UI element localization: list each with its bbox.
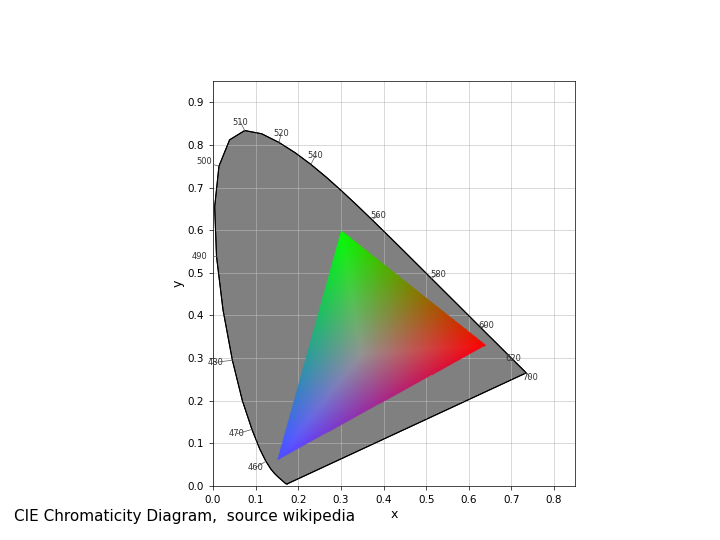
- Text: 500: 500: [196, 158, 212, 166]
- Text: 490: 490: [192, 252, 207, 261]
- Text: 510: 510: [233, 118, 248, 126]
- Y-axis label: y: y: [171, 280, 185, 287]
- Text: 520: 520: [273, 130, 289, 138]
- Text: 620: 620: [505, 354, 521, 363]
- Polygon shape: [215, 131, 526, 484]
- Text: 470: 470: [229, 429, 245, 438]
- Text: 560: 560: [371, 211, 387, 220]
- Text: 700: 700: [523, 373, 539, 382]
- Text: CIE Chromaticity Diagram,  source wikipedia: CIE Chromaticity Diagram, source wikiped…: [14, 509, 356, 524]
- Text: 540: 540: [307, 151, 323, 160]
- Text: 600: 600: [479, 321, 495, 329]
- Text: 480: 480: [207, 358, 223, 367]
- Text: ⛬UCL: ⛬UCL: [625, 23, 702, 51]
- Text: 580: 580: [430, 270, 446, 279]
- Text: 460: 460: [248, 463, 264, 472]
- X-axis label: x: x: [390, 508, 398, 521]
